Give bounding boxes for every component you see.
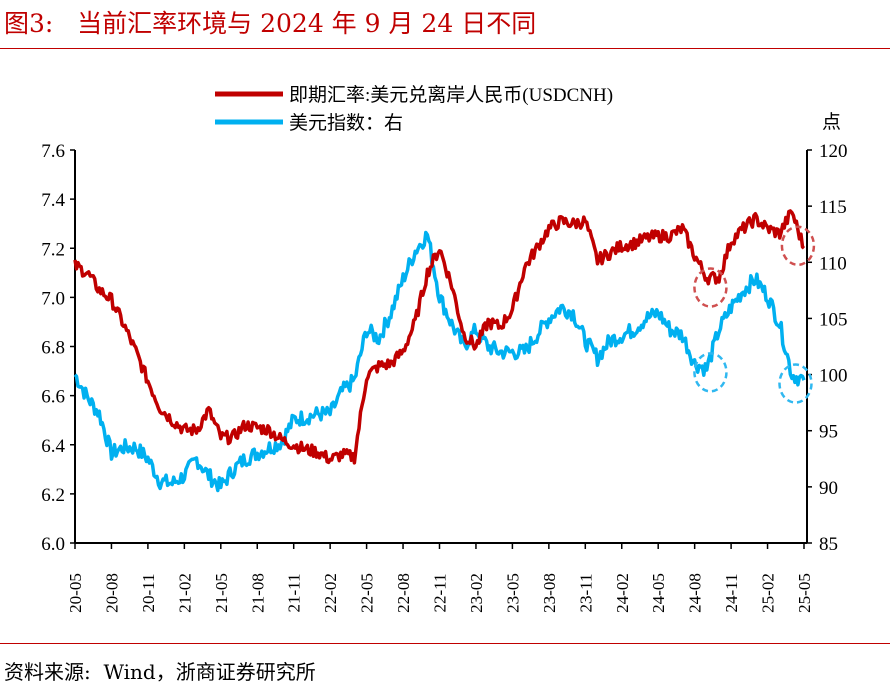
left-tick-label: 6.2 [41, 485, 65, 506]
x-tick-label: 24-02 [613, 573, 632, 613]
x-tick-label: 21-02 [175, 573, 194, 613]
x-tick-label: 21-05 [212, 573, 231, 613]
right-tick-label: 110 [819, 253, 847, 274]
right-tick-label: 90 [819, 478, 838, 499]
x-tick-label: 24-08 [686, 573, 705, 613]
x-tick-label: 20-05 [66, 573, 85, 613]
x-tick-label: 21-11 [285, 573, 304, 612]
annotation-circle-cnh [693, 267, 728, 308]
right-tick-label: 85 [819, 534, 838, 555]
left-tick-label: 7.6 [41, 141, 65, 162]
x-tick-label: 24-11 [722, 573, 741, 612]
left-tick-label: 7.0 [41, 288, 65, 309]
source-note: 资料来源: Wind，浙商证券研究所 [4, 660, 316, 684]
x-tick-label: 24-05 [649, 573, 668, 613]
right-tick-label: 105 [819, 309, 848, 330]
figure-title: 图3: 当前汇率环境与 2024 年 9 月 24 日不同 [4, 9, 537, 38]
legend-label-dxy: 美元指数：右 [289, 112, 403, 134]
right-tick-label: 120 [819, 141, 848, 162]
left-tick-label: 6.6 [41, 387, 65, 408]
x-tick-label: 20-08 [102, 573, 121, 613]
left-tick-label: 6.8 [41, 338, 65, 359]
series-line-dxy [73, 230, 806, 493]
source-rule [0, 643, 890, 644]
left-tick-label: 7.2 [41, 239, 65, 260]
left-tick-label: 6.0 [41, 534, 65, 555]
annotation-circle-dxy [778, 363, 813, 404]
x-tick-label: 23-05 [503, 573, 522, 613]
x-tick-label: 22-08 [394, 573, 413, 613]
x-tick-label: 23-11 [576, 573, 595, 612]
annotation-circle-dxy [693, 352, 728, 393]
right-tick-label: 115 [819, 197, 847, 218]
x-tick-label: 22-02 [321, 573, 340, 613]
left-tick-label: 6.4 [41, 436, 65, 457]
legend: 即期汇率:美元兑离岸人民币(USDCNH) 美元指数：右 [215, 84, 613, 134]
right-tick-label: 100 [819, 366, 848, 387]
x-tick-label: 20-11 [139, 573, 158, 612]
title-rule [0, 48, 890, 49]
x-tick-label: 22-11 [431, 573, 450, 612]
left-tick-label: 7.4 [41, 190, 65, 211]
x-tick-label: 25-05 [795, 573, 814, 613]
x-tick-label: 25-02 [759, 573, 778, 613]
x-tick-label: 23-08 [540, 573, 559, 613]
series-line-cnh [73, 209, 806, 465]
x-tick-label: 21-08 [248, 573, 267, 613]
right-axis-label: 点 [822, 111, 841, 133]
legend-label-cnh: 即期汇率:美元兑离岸人民币(USDCNH) [289, 84, 613, 106]
right-tick-label: 95 [819, 422, 838, 443]
x-tick-label: 23-02 [467, 573, 486, 613]
annotation-circle-cnh [780, 225, 816, 267]
x-tick-label: 22-05 [358, 573, 377, 613]
